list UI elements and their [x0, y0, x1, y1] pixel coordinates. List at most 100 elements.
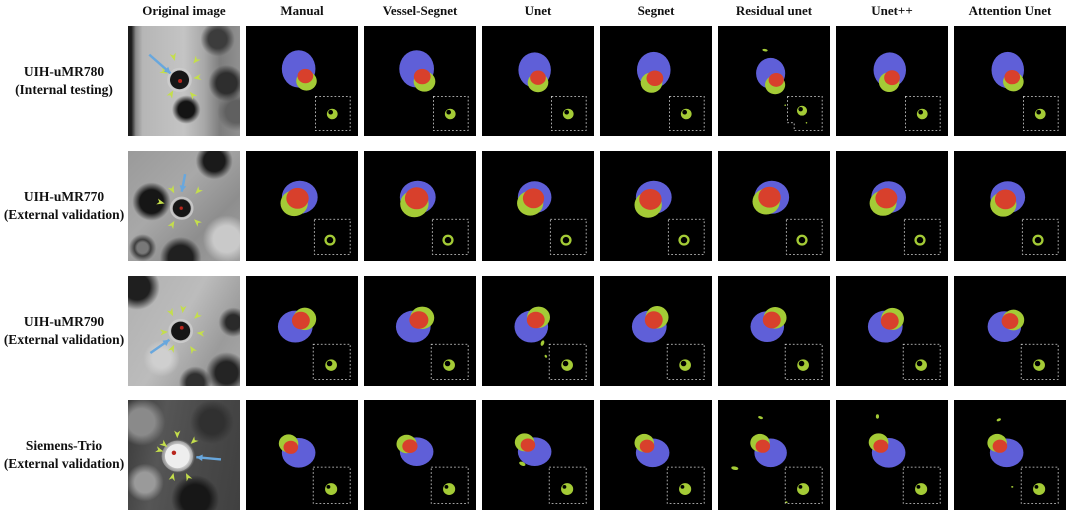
- arrowhead-marker-icon: [167, 344, 175, 353]
- segmentation-mask: [517, 181, 587, 255]
- annotation-overlay: [148, 52, 202, 100]
- seg-panel-uih-umr780-manual: [246, 26, 358, 136]
- seg-panel-uih-umr790-segnet: [600, 276, 712, 386]
- scanner-name: UIH-uMR770: [23, 189, 105, 205]
- segmentation-mask: [395, 306, 469, 380]
- seg-panel-siemens-trio-attention-unet: [954, 400, 1066, 510]
- scanner-name: UIH-uMR780: [23, 64, 105, 80]
- arrowhead-marker-icon: [159, 439, 168, 448]
- seg-panel-uih-umr790-attention-unet: [954, 276, 1066, 386]
- arrowhead-marker-icon: [166, 307, 174, 317]
- figure-row-uih-umr780: UIH-uMR780 (Internal testing): [0, 26, 1080, 136]
- column-header-vessel-segnet: Vessel-Segnet: [382, 3, 458, 18]
- segmentation-mask: [278, 434, 351, 504]
- validation-type: (Internal testing): [15, 82, 113, 97]
- row-label-siemens-trio: Siemens-Trio (External validation): [0, 400, 128, 510]
- column-header-attention-unet: Attention Unet: [968, 3, 1052, 18]
- segmentation-mask: [280, 180, 351, 255]
- original-mri-image-uih-umr780: [128, 26, 240, 136]
- original-mri-image-uih-umr790: [128, 276, 240, 386]
- arrowhead-marker-icon: [190, 345, 197, 355]
- seg-panel-siemens-trio-manual: [246, 400, 358, 510]
- figure-row-uih-umr770: UIH-uMR770 (External validation): [0, 151, 1080, 261]
- figure-row-siemens-trio: Siemens-Trio (External validation): [0, 400, 1080, 510]
- seg-panel-uih-umr770-manual: [246, 151, 358, 261]
- seg-panel-siemens-trio-unet: [482, 400, 594, 510]
- segmentation-mask: [873, 52, 941, 131]
- figure-row-uih-umr790: UIH-uMR790 (External validation): [0, 276, 1080, 386]
- arrowhead-marker-icon: [167, 220, 175, 230]
- arrowhead-marker-icon: [169, 52, 176, 61]
- original-mri-image-siemens-trio: [128, 400, 240, 510]
- figure-grid: UIH-uMR780 (Internal testing) UIH-uMR770 (E…: [0, 26, 1080, 510]
- segmentation-mask: [396, 434, 469, 504]
- seg-panel-uih-umr790-unet: [482, 276, 594, 386]
- segmentation-mask: [869, 181, 941, 255]
- arrowhead-marker-icon: [185, 473, 193, 482]
- segmentation-mask: [731, 416, 823, 504]
- seg-panel-uih-umr770-segnet: [600, 151, 712, 261]
- seg-panel-uih-umr780-attention-unet: [954, 26, 1066, 136]
- column-header-segnet: Segnet: [637, 3, 675, 18]
- column-header-residual-unet: Residual unet: [735, 3, 813, 18]
- seg-panel-uih-umr780-unet: [836, 26, 948, 136]
- seg-panel-uih-umr770-vessel-segnet: [364, 151, 476, 261]
- segmentation-mask: [514, 433, 587, 504]
- arrowhead-marker-icon: [156, 198, 165, 205]
- segmentation-mask: [991, 51, 1059, 131]
- seg-panel-uih-umr790-unet: [836, 276, 948, 386]
- segmentation-mask: [634, 433, 705, 504]
- arrowhead-marker-icon: [196, 330, 205, 337]
- seg-panel-siemens-trio-vessel-segnet: [364, 400, 476, 510]
- column-header-row: Original image Manual Vessel-Segnet Unet Seg…: [0, 0, 1080, 26]
- arrowhead-marker-icon: [180, 305, 187, 314]
- arrowhead-marker-icon: [190, 436, 199, 444]
- arrowhead-marker-icon: [193, 55, 201, 64]
- column-header-unet: Unet: [524, 3, 552, 18]
- segmentation-mask: [756, 48, 823, 131]
- segmentation-mask: [631, 306, 705, 380]
- seg-panel-uih-umr790-residual-unet: [718, 276, 830, 386]
- column-header-unet: Unet++: [871, 3, 913, 18]
- segmentation-mask: [281, 50, 351, 131]
- segmentation-mask: [987, 418, 1059, 504]
- segmentation-mask: [277, 307, 351, 380]
- row-label-uih-umr780: UIH-uMR780 (Internal testing): [0, 26, 128, 136]
- arrowhead-marker-icon: [193, 74, 202, 81]
- validation-type: (External validation): [3, 332, 125, 347]
- arrowhead-marker-icon: [174, 430, 181, 439]
- seg-panel-uih-umr780-segnet: [600, 26, 712, 136]
- segmentation-mask: [399, 180, 469, 255]
- seg-panel-uih-umr790-vessel-segnet: [364, 276, 476, 386]
- arrowhead-marker-icon: [189, 91, 198, 100]
- row-label-uih-umr770: UIH-uMR770 (External validation): [0, 151, 128, 261]
- validation-type: (External validation): [3, 207, 125, 222]
- annotation-overlay: [155, 430, 222, 482]
- segmentation-mask: [399, 50, 469, 131]
- scanner-name: Siemens-Trio: [25, 438, 103, 454]
- column-header-original-image: Original image: [142, 3, 226, 18]
- arrowhead-marker-icon: [195, 186, 203, 194]
- seg-panel-siemens-trio-unet: [836, 400, 948, 510]
- arrowhead-marker-icon: [167, 185, 175, 194]
- seg-panel-uih-umr770-unet: [482, 151, 594, 261]
- scanner-name: UIH-uMR790: [23, 314, 105, 330]
- segmentation-mask: [752, 180, 823, 255]
- arrowhead-marker-icon: [168, 472, 175, 482]
- original-mri-image-uih-umr770: [128, 151, 240, 261]
- segmentation-mask: [990, 181, 1059, 255]
- segmentation-mask: [518, 52, 587, 131]
- arrowhead-marker-icon: [194, 311, 202, 319]
- arrowhead-marker-icon: [155, 446, 164, 453]
- segmentation-mask: [634, 180, 705, 255]
- segmentation-mask: [750, 307, 823, 380]
- segmentation-mask: [636, 51, 705, 131]
- seg-panel-siemens-trio-segnet: [600, 400, 712, 510]
- segmentation-mask: [514, 306, 587, 380]
- seg-panel-uih-umr780-unet: [482, 26, 594, 136]
- annotation-overlay: [149, 305, 205, 355]
- seg-panel-uih-umr770-residual-unet: [718, 151, 830, 261]
- column-header-manual: Manual: [280, 3, 324, 18]
- seg-panel-siemens-trio-residual-unet: [718, 400, 830, 510]
